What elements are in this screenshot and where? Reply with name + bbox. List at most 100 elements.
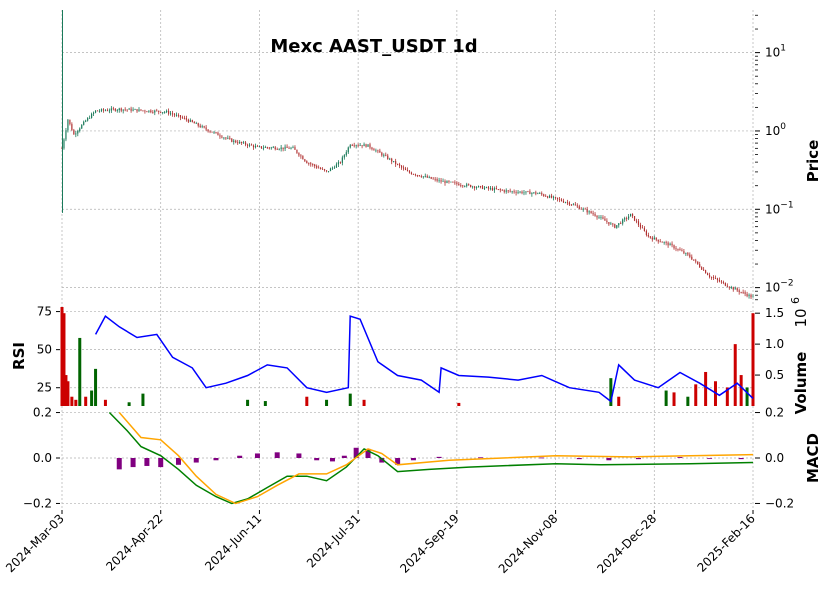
candle-body [156, 110, 158, 112]
macd-histogram-bar [353, 447, 359, 458]
macd-histogram-bar [158, 458, 164, 468]
candle-body [122, 109, 124, 111]
volume-bar [694, 384, 698, 406]
candle-body [414, 174, 416, 176]
candle-body [440, 180, 442, 182]
candle-body [722, 281, 724, 283]
candle-body [418, 175, 420, 177]
candle-body [233, 140, 235, 142]
candle-body [213, 132, 215, 133]
candle-body [89, 117, 91, 119]
candle-body [270, 147, 272, 149]
macd-histogram-bar [274, 452, 280, 458]
candle-body [73, 130, 75, 135]
candle-body [276, 149, 278, 150]
candle-body [701, 267, 703, 270]
candle-body [590, 211, 592, 214]
candle-body [290, 147, 292, 149]
candle-body [697, 261, 699, 265]
candle-body [168, 110, 170, 114]
candle-body [189, 120, 191, 122]
candle-body [327, 171, 330, 172]
price-panel [61, 10, 754, 299]
candle-body [547, 196, 549, 198]
candle-body [146, 111, 148, 113]
macd-histogram-bar [410, 458, 416, 461]
candle-body [314, 164, 316, 167]
candle-body [649, 236, 651, 238]
candle-body [331, 167, 334, 169]
candle-body [691, 256, 693, 260]
price-tick-label: 10−2 [765, 279, 794, 295]
candle-body [703, 269, 705, 271]
candle-body [742, 292, 744, 293]
candle-body [333, 167, 336, 169]
macd-histogram-bar [365, 448, 371, 458]
volume-bar [263, 401, 267, 406]
candle-body [83, 121, 85, 125]
candle-body [128, 108, 130, 110]
candle-body [359, 145, 361, 147]
candle-body [243, 142, 245, 144]
candle-body [647, 235, 649, 237]
candle-body [112, 108, 114, 110]
candle-body [389, 158, 391, 160]
candle-body [477, 186, 480, 188]
candle-body [63, 139, 65, 149]
candle-body [529, 191, 531, 195]
candle-body [69, 119, 71, 125]
candle-body [448, 180, 450, 182]
candle-body [408, 171, 411, 173]
candle-body [564, 202, 567, 204]
candle-body [736, 288, 738, 291]
macd-histogram-bar [379, 458, 385, 463]
candle-body [681, 250, 683, 252]
candle-body [175, 114, 178, 116]
candle-body [693, 259, 695, 261]
candle-body [81, 124, 83, 129]
volume-bar [90, 390, 94, 406]
candle-body [106, 110, 109, 112]
candle-body [302, 156, 304, 160]
macd-tick-label-left: 0.0 [33, 451, 52, 465]
candle-body [481, 186, 484, 189]
candle-body [322, 168, 324, 170]
candle-body [521, 191, 523, 194]
candle-body [158, 110, 160, 112]
rsi-tick-label: 50 [37, 343, 52, 357]
candle-body [462, 185, 464, 187]
candle-body [399, 164, 401, 166]
candle-body [110, 108, 112, 111]
candle-body [556, 197, 559, 199]
candle-body [235, 140, 237, 143]
volume-panel [60, 307, 755, 406]
candle-body [329, 168, 332, 172]
candle-body [505, 190, 507, 192]
macd-histogram-bar [635, 458, 641, 460]
candle-body [545, 195, 547, 197]
volume-multiplier: 10 6 [789, 297, 810, 328]
candle-body [177, 114, 180, 116]
macd-histogram-bar [296, 453, 302, 458]
candle-body [294, 147, 296, 150]
candle-body [124, 109, 126, 111]
volume-bar [704, 371, 708, 406]
candle-body [446, 180, 448, 184]
candle-body [75, 133, 77, 135]
candle-body [77, 130, 79, 134]
candle-body [400, 165, 403, 168]
candle-body [487, 187, 490, 189]
candle-body [357, 145, 359, 147]
candle-body [667, 242, 669, 246]
candle-body [225, 137, 227, 139]
candle-body [187, 119, 189, 122]
candle-body [219, 135, 221, 137]
candle-body [495, 188, 497, 190]
x-tick-label: 2024-Mar-03 [3, 511, 67, 575]
candle-body [645, 230, 647, 236]
volume-multiplier-base: 10 [792, 308, 810, 327]
candle-body [402, 167, 405, 169]
price-tick-label: 101 [765, 44, 786, 60]
candle-body [497, 189, 499, 190]
x-tick-label: 2024-Dec-28 [594, 511, 659, 576]
